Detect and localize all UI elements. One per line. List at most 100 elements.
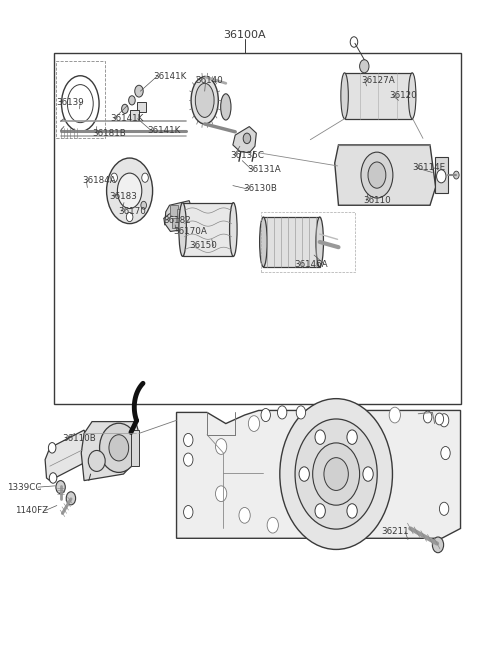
Ellipse shape xyxy=(118,173,142,208)
Ellipse shape xyxy=(191,77,218,124)
Bar xyxy=(56,61,105,139)
Ellipse shape xyxy=(295,419,377,529)
Polygon shape xyxy=(81,422,139,481)
Ellipse shape xyxy=(109,435,129,461)
Circle shape xyxy=(439,414,449,427)
Circle shape xyxy=(129,96,135,105)
Text: 36110B: 36110B xyxy=(62,434,96,443)
Text: 36184A: 36184A xyxy=(83,177,117,185)
Ellipse shape xyxy=(361,152,393,198)
Polygon shape xyxy=(335,145,436,205)
Circle shape xyxy=(243,133,251,144)
Bar xyxy=(435,157,448,193)
Bar xyxy=(130,110,139,121)
Text: 36135C: 36135C xyxy=(230,151,264,160)
Circle shape xyxy=(141,201,146,209)
Text: 36120: 36120 xyxy=(389,91,417,101)
Ellipse shape xyxy=(107,158,153,223)
Circle shape xyxy=(315,504,325,518)
Circle shape xyxy=(299,467,310,482)
Text: 36141K: 36141K xyxy=(147,126,181,135)
Circle shape xyxy=(277,406,287,419)
Polygon shape xyxy=(45,430,87,481)
Bar xyxy=(170,205,179,215)
Circle shape xyxy=(437,170,446,183)
Ellipse shape xyxy=(195,83,214,118)
Ellipse shape xyxy=(229,202,237,256)
Text: 36183: 36183 xyxy=(109,192,137,200)
Circle shape xyxy=(347,504,357,518)
Circle shape xyxy=(261,409,270,422)
Text: 36146A: 36146A xyxy=(295,260,328,269)
Circle shape xyxy=(389,407,400,423)
Text: 36150: 36150 xyxy=(190,241,217,250)
Circle shape xyxy=(432,537,444,553)
Circle shape xyxy=(315,430,325,444)
Bar xyxy=(172,217,181,228)
Circle shape xyxy=(363,467,373,482)
Ellipse shape xyxy=(312,443,360,505)
Ellipse shape xyxy=(179,202,186,256)
Text: 36139: 36139 xyxy=(56,98,84,107)
Ellipse shape xyxy=(260,217,267,267)
Circle shape xyxy=(111,173,118,182)
Text: 1339CC: 1339CC xyxy=(7,483,42,491)
Text: 36170: 36170 xyxy=(118,207,146,215)
Text: 36110: 36110 xyxy=(363,196,391,205)
Text: 36130B: 36130B xyxy=(243,185,277,193)
Circle shape xyxy=(66,491,76,505)
Circle shape xyxy=(239,507,250,523)
Circle shape xyxy=(216,439,227,455)
Text: 36127A: 36127A xyxy=(361,76,395,85)
Text: 36141K: 36141K xyxy=(110,114,144,124)
Ellipse shape xyxy=(99,423,138,472)
Bar xyxy=(131,430,140,466)
Bar xyxy=(137,102,146,112)
Ellipse shape xyxy=(280,399,393,549)
Text: 36131A: 36131A xyxy=(247,165,281,173)
Circle shape xyxy=(121,104,128,114)
Circle shape xyxy=(350,37,358,47)
Polygon shape xyxy=(177,411,460,538)
Text: 36141K: 36141K xyxy=(154,72,187,81)
Text: 36100A: 36100A xyxy=(223,30,266,40)
Circle shape xyxy=(142,173,148,182)
Text: 36140: 36140 xyxy=(195,76,223,85)
Circle shape xyxy=(454,171,459,179)
Circle shape xyxy=(183,434,193,447)
Bar xyxy=(261,212,355,272)
Text: 36170A: 36170A xyxy=(173,227,207,236)
Circle shape xyxy=(296,406,306,419)
Ellipse shape xyxy=(221,94,231,120)
Text: 36114E: 36114E xyxy=(413,164,446,172)
Circle shape xyxy=(347,430,357,444)
Circle shape xyxy=(183,505,193,518)
Circle shape xyxy=(183,453,193,466)
Ellipse shape xyxy=(368,162,386,188)
Circle shape xyxy=(435,413,444,425)
Bar xyxy=(55,53,460,404)
Circle shape xyxy=(360,60,369,73)
Ellipse shape xyxy=(408,73,416,119)
Circle shape xyxy=(439,502,449,515)
Bar xyxy=(177,209,185,219)
Circle shape xyxy=(267,517,278,533)
Circle shape xyxy=(49,473,57,484)
Bar xyxy=(183,202,233,256)
Text: 36181B: 36181B xyxy=(93,129,126,137)
Bar xyxy=(345,73,412,119)
Bar xyxy=(264,217,320,267)
Polygon shape xyxy=(233,127,256,153)
Text: 36182: 36182 xyxy=(163,215,191,225)
Ellipse shape xyxy=(88,451,105,472)
Ellipse shape xyxy=(341,73,348,119)
Circle shape xyxy=(48,443,56,453)
Circle shape xyxy=(441,447,450,460)
Polygon shape xyxy=(165,200,194,231)
Text: 1140FZ: 1140FZ xyxy=(15,507,48,515)
Text: 36211: 36211 xyxy=(381,527,409,536)
Ellipse shape xyxy=(316,217,324,267)
Circle shape xyxy=(56,481,65,493)
Circle shape xyxy=(423,411,432,423)
Circle shape xyxy=(126,212,133,221)
